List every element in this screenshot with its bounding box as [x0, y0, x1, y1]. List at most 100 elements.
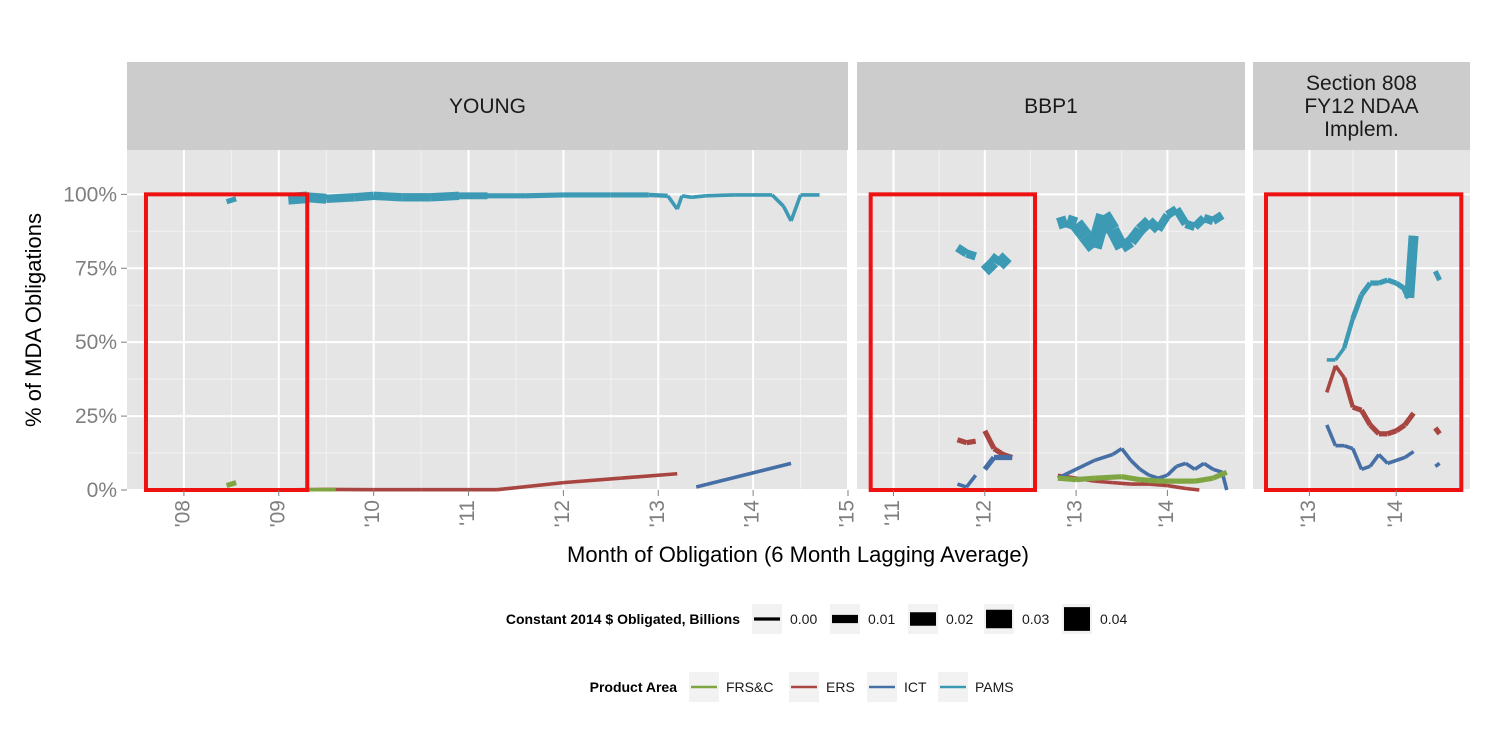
panel-background	[127, 150, 848, 490]
line-segment-ers	[1433, 426, 1442, 436]
line-segment-ict	[956, 482, 968, 489]
line-segment-pams	[770, 193, 785, 208]
line-segment-pams	[691, 194, 706, 200]
line-segment-ict	[1360, 464, 1371, 472]
x-tick-label: '09	[266, 500, 289, 527]
line-segment-pams	[1432, 270, 1442, 282]
series-pams	[955, 205, 1225, 276]
line-segment-ict	[1193, 461, 1205, 471]
strip-background	[127, 62, 848, 150]
line-segment-ers	[620, 471, 678, 480]
line-segment-ers	[982, 429, 997, 450]
line-segment-ict	[1129, 459, 1142, 471]
line-segment-ers	[1342, 377, 1355, 408]
line-segment-pams	[994, 252, 1012, 270]
x-tick-label: '12	[972, 500, 995, 527]
line-segment-ict	[1139, 467, 1151, 477]
line-segment-pams	[1386, 277, 1398, 286]
series-pams	[1326, 235, 1442, 362]
strip-label: Implem.	[1324, 118, 1399, 141]
line-segment-pams	[1154, 212, 1171, 233]
line-segment-ers	[1148, 482, 1168, 488]
line-segment-ict	[1202, 461, 1215, 471]
line-segment-pams	[980, 258, 998, 276]
line-segment-ers	[1112, 480, 1132, 486]
size-legend-title: Constant 2014 $ Obligated, Billions	[506, 611, 740, 627]
highlight-box	[143, 192, 310, 492]
line-segment-pams	[326, 193, 355, 203]
series-ict	[695, 461, 792, 489]
line-segment-pams	[287, 191, 308, 205]
line-segment-frs-c	[1075, 475, 1095, 483]
line-segment-ers	[966, 438, 977, 446]
line-segment-ict	[1377, 453, 1389, 465]
line-segment-ict	[1395, 455, 1406, 463]
line-segment-pams	[373, 191, 403, 202]
line-segment-frs-c	[225, 480, 237, 489]
line-segment-pams	[1064, 214, 1079, 231]
line-segment-ers	[1368, 423, 1381, 436]
line-segment-pams	[1394, 280, 1407, 292]
line-segment-ict	[1120, 447, 1133, 462]
line-segment-pams	[955, 244, 969, 258]
line-segment-ict	[982, 455, 996, 471]
line-segment-pams	[1070, 219, 1092, 241]
series-ers	[1325, 364, 1442, 437]
line-segment-pams	[1404, 235, 1419, 299]
line-segment-ers	[992, 446, 1005, 457]
size-legend-label: 0.03	[1022, 611, 1049, 627]
panels-layer: YOUNG '08 '09 '10 '11 '12 '13 '14 '15 0% 25% 50% 75%…	[63, 62, 1470, 527]
line-segment-pams	[648, 192, 668, 199]
line-segment-ict	[1075, 458, 1096, 471]
line-segment-ers	[1386, 428, 1398, 437]
x-tick-label: '13	[646, 500, 669, 527]
line-segment-ers	[956, 437, 968, 446]
x-tick-label: '14	[1384, 500, 1407, 528]
y-tick-label: 25%	[75, 405, 117, 428]
line-segment-pams	[1172, 206, 1190, 227]
line-segment-ers	[1167, 483, 1186, 491]
series-ict	[1325, 424, 1441, 472]
line-segment-ict	[1386, 458, 1397, 466]
highlight-box	[868, 192, 1038, 492]
strip-label: Section 808	[1306, 72, 1417, 95]
x-tick-label: '11	[881, 500, 904, 526]
size-legend-label: 0.04	[1100, 611, 1127, 627]
line-segment-frs-c	[1194, 475, 1214, 484]
strip-label: FY12 NDAA	[1304, 95, 1418, 118]
line-segment-ict	[1093, 452, 1114, 463]
line-segment-frs-c	[1057, 475, 1077, 483]
line-segment-ict	[1434, 461, 1441, 468]
line-segment-ers	[1394, 422, 1407, 434]
size-legend-label: 0.00	[790, 611, 817, 627]
y-tick-label: 0%	[87, 479, 117, 502]
x-tick-label: '12	[551, 500, 574, 527]
line-segment-pams	[525, 192, 564, 199]
line-segment-pams	[225, 196, 237, 205]
strip-label: BBP1	[1024, 95, 1078, 118]
line-segment-pams	[1118, 236, 1135, 253]
x-tick-label: '14	[741, 500, 764, 528]
x-tick-label: '13	[1297, 500, 1320, 527]
line-segment-ers	[1094, 479, 1113, 485]
line-segment-ers	[1351, 404, 1363, 413]
panel-bbp1: BBP1 '11 '12 '13 '14	[857, 62, 1245, 527]
line-segment-pams	[675, 195, 684, 210]
x-tick-label: '08	[171, 500, 194, 527]
line-segment-ict	[1325, 424, 1338, 447]
line-segment-frs-c	[1139, 477, 1159, 484]
x-tick-label: '15	[836, 500, 859, 527]
line-segment-frs-c	[1094, 474, 1122, 481]
highlight-box	[1264, 192, 1464, 492]
line-segment-ict	[1212, 467, 1223, 474]
panel-background	[857, 150, 1245, 490]
size-legend-label: 0.02	[946, 611, 973, 627]
line-segment-pams	[1202, 214, 1215, 225]
line-segment-ict	[965, 474, 978, 489]
color-legend-label: ICT	[904, 679, 927, 695]
line-segment-ers	[1402, 411, 1416, 427]
line-segment-pams	[781, 205, 793, 222]
line-segment-ers	[1359, 408, 1373, 427]
